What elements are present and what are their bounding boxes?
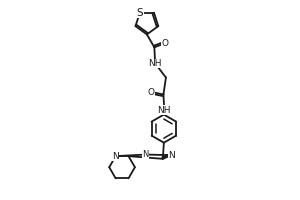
Text: O: O	[148, 88, 155, 97]
Text: N: N	[142, 150, 148, 159]
Text: N: N	[168, 151, 175, 160]
Text: O: O	[162, 39, 169, 48]
Text: N: N	[112, 152, 119, 161]
Text: NH: NH	[158, 106, 171, 115]
Text: S: S	[136, 8, 143, 18]
Text: NH: NH	[148, 59, 162, 68]
